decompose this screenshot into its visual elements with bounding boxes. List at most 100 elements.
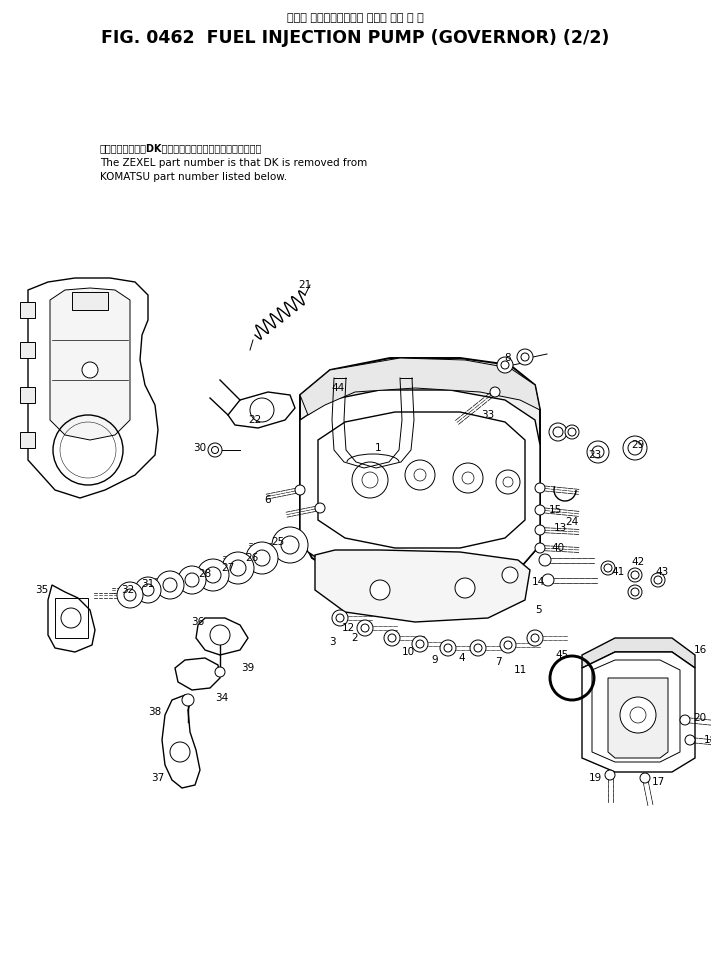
Circle shape xyxy=(601,561,615,575)
Text: 18: 18 xyxy=(703,735,711,745)
Polygon shape xyxy=(228,392,295,428)
Circle shape xyxy=(170,742,190,762)
Circle shape xyxy=(587,441,609,463)
Polygon shape xyxy=(20,432,35,448)
Circle shape xyxy=(535,543,545,553)
Circle shape xyxy=(388,634,396,642)
Text: 19: 19 xyxy=(589,773,602,783)
Circle shape xyxy=(497,357,513,373)
Circle shape xyxy=(504,641,512,649)
Circle shape xyxy=(357,620,373,636)
Circle shape xyxy=(628,568,642,582)
Circle shape xyxy=(496,470,520,494)
Circle shape xyxy=(178,566,206,594)
Text: 22: 22 xyxy=(248,415,262,425)
Polygon shape xyxy=(20,342,35,358)
Circle shape xyxy=(197,559,229,591)
Circle shape xyxy=(628,585,642,599)
Circle shape xyxy=(336,614,344,622)
Circle shape xyxy=(332,610,348,626)
Circle shape xyxy=(361,624,369,632)
Circle shape xyxy=(503,477,513,487)
Circle shape xyxy=(628,441,642,455)
Circle shape xyxy=(623,436,647,460)
Text: 39: 39 xyxy=(241,663,255,673)
Circle shape xyxy=(502,567,518,583)
Circle shape xyxy=(444,644,452,652)
Circle shape xyxy=(500,637,516,653)
Circle shape xyxy=(631,571,639,579)
Text: 20: 20 xyxy=(693,713,707,723)
Text: 27: 27 xyxy=(221,563,235,573)
Polygon shape xyxy=(28,278,158,498)
Text: 28: 28 xyxy=(198,569,212,579)
Circle shape xyxy=(535,525,545,535)
Circle shape xyxy=(295,485,305,495)
Text: 21: 21 xyxy=(299,280,311,290)
Text: 30: 30 xyxy=(193,443,207,453)
Circle shape xyxy=(215,667,225,677)
Circle shape xyxy=(315,503,325,513)
Circle shape xyxy=(474,644,482,652)
Text: The ZEXEL part number is that DK is removed from: The ZEXEL part number is that DK is remo… xyxy=(100,158,368,168)
Polygon shape xyxy=(318,412,525,548)
Polygon shape xyxy=(20,302,35,318)
Circle shape xyxy=(135,577,161,603)
Circle shape xyxy=(246,542,278,574)
Circle shape xyxy=(531,634,539,642)
Circle shape xyxy=(527,630,543,646)
Circle shape xyxy=(592,446,604,458)
Text: 5: 5 xyxy=(535,605,541,615)
Circle shape xyxy=(142,584,154,596)
Polygon shape xyxy=(582,652,695,772)
Text: 15: 15 xyxy=(548,505,562,515)
Text: 7: 7 xyxy=(495,657,501,667)
Text: FIG. 0462  FUEL INJECTION PUMP (GOVERNOR) (2/2): FIG. 0462 FUEL INJECTION PUMP (GOVERNOR)… xyxy=(101,29,609,47)
Circle shape xyxy=(281,536,299,554)
Text: 23: 23 xyxy=(589,450,602,460)
Circle shape xyxy=(205,567,221,583)
Text: 24: 24 xyxy=(565,517,579,527)
Circle shape xyxy=(535,505,545,515)
Circle shape xyxy=(272,527,308,563)
Text: 41: 41 xyxy=(611,567,625,577)
Circle shape xyxy=(455,578,475,598)
Circle shape xyxy=(412,636,428,652)
Circle shape xyxy=(124,589,136,601)
Text: 14: 14 xyxy=(531,577,545,587)
Circle shape xyxy=(163,578,177,592)
Circle shape xyxy=(604,564,612,572)
Text: 12: 12 xyxy=(341,623,355,633)
Circle shape xyxy=(405,460,435,490)
Circle shape xyxy=(362,472,378,488)
Text: 34: 34 xyxy=(215,693,229,703)
Circle shape xyxy=(542,574,554,586)
Text: 37: 37 xyxy=(151,773,165,783)
Text: 36: 36 xyxy=(191,617,205,627)
Polygon shape xyxy=(315,550,530,622)
Circle shape xyxy=(490,387,500,397)
Text: 17: 17 xyxy=(651,777,665,787)
Text: 29: 29 xyxy=(631,440,645,450)
Circle shape xyxy=(208,443,222,457)
Polygon shape xyxy=(608,678,668,758)
Text: 13: 13 xyxy=(553,523,567,533)
Text: 2: 2 xyxy=(352,633,358,643)
Polygon shape xyxy=(50,288,130,440)
Polygon shape xyxy=(72,292,108,310)
Polygon shape xyxy=(48,585,95,652)
Polygon shape xyxy=(175,658,220,690)
Circle shape xyxy=(414,469,426,481)
Circle shape xyxy=(685,735,695,745)
Circle shape xyxy=(370,580,390,600)
Circle shape xyxy=(182,694,194,706)
Text: 3: 3 xyxy=(328,637,336,647)
Circle shape xyxy=(211,447,218,453)
Text: 31: 31 xyxy=(141,579,154,589)
Circle shape xyxy=(222,552,254,584)
Circle shape xyxy=(384,630,400,646)
Polygon shape xyxy=(162,695,200,788)
Polygon shape xyxy=(300,390,540,578)
Circle shape xyxy=(521,353,529,361)
Text: 16: 16 xyxy=(693,645,707,655)
